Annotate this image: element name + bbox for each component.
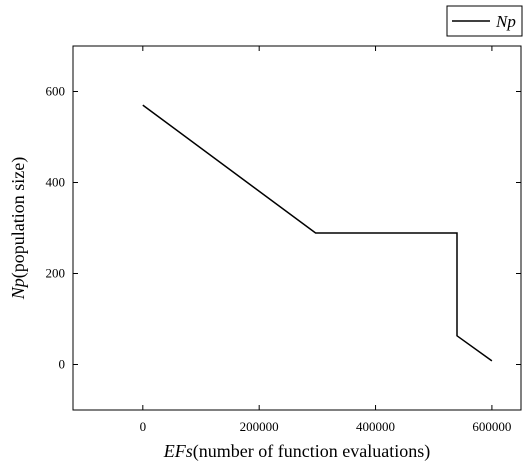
x-axis-label-text: (number of function evaluations) — [193, 441, 430, 462]
plot-frame — [72, 45, 522, 411]
y-axis-label: Np(population size) — [8, 157, 29, 300]
x-axis-label-italic: EFs — [163, 441, 193, 461]
x-tick-label: 400000 — [356, 419, 395, 434]
y-tick-label: 400 — [46, 175, 66, 190]
x-tick-label: 200000 — [240, 419, 279, 434]
y-axis-label-text: (population size) — [8, 157, 29, 278]
x-tick-label: 0 — [140, 419, 147, 434]
y-tick-label: 600 — [46, 84, 66, 99]
y-tick-label: 0 — [59, 357, 66, 372]
legend-label: Np — [495, 12, 516, 31]
y-ticks: 0 200 400 600 — [46, 84, 521, 372]
series-line-np — [142, 104, 493, 362]
series-layer — [142, 104, 493, 362]
legend: Np — [446, 5, 523, 37]
x-axis-label: EFs(number of function evaluations) — [163, 441, 430, 462]
y-tick-label: 200 — [46, 266, 66, 281]
y-axis-label-italic: Np — [8, 278, 28, 300]
x-ticks: 0 200000 400000 600000 — [140, 46, 511, 434]
x-tick-label: 600000 — [472, 419, 511, 434]
